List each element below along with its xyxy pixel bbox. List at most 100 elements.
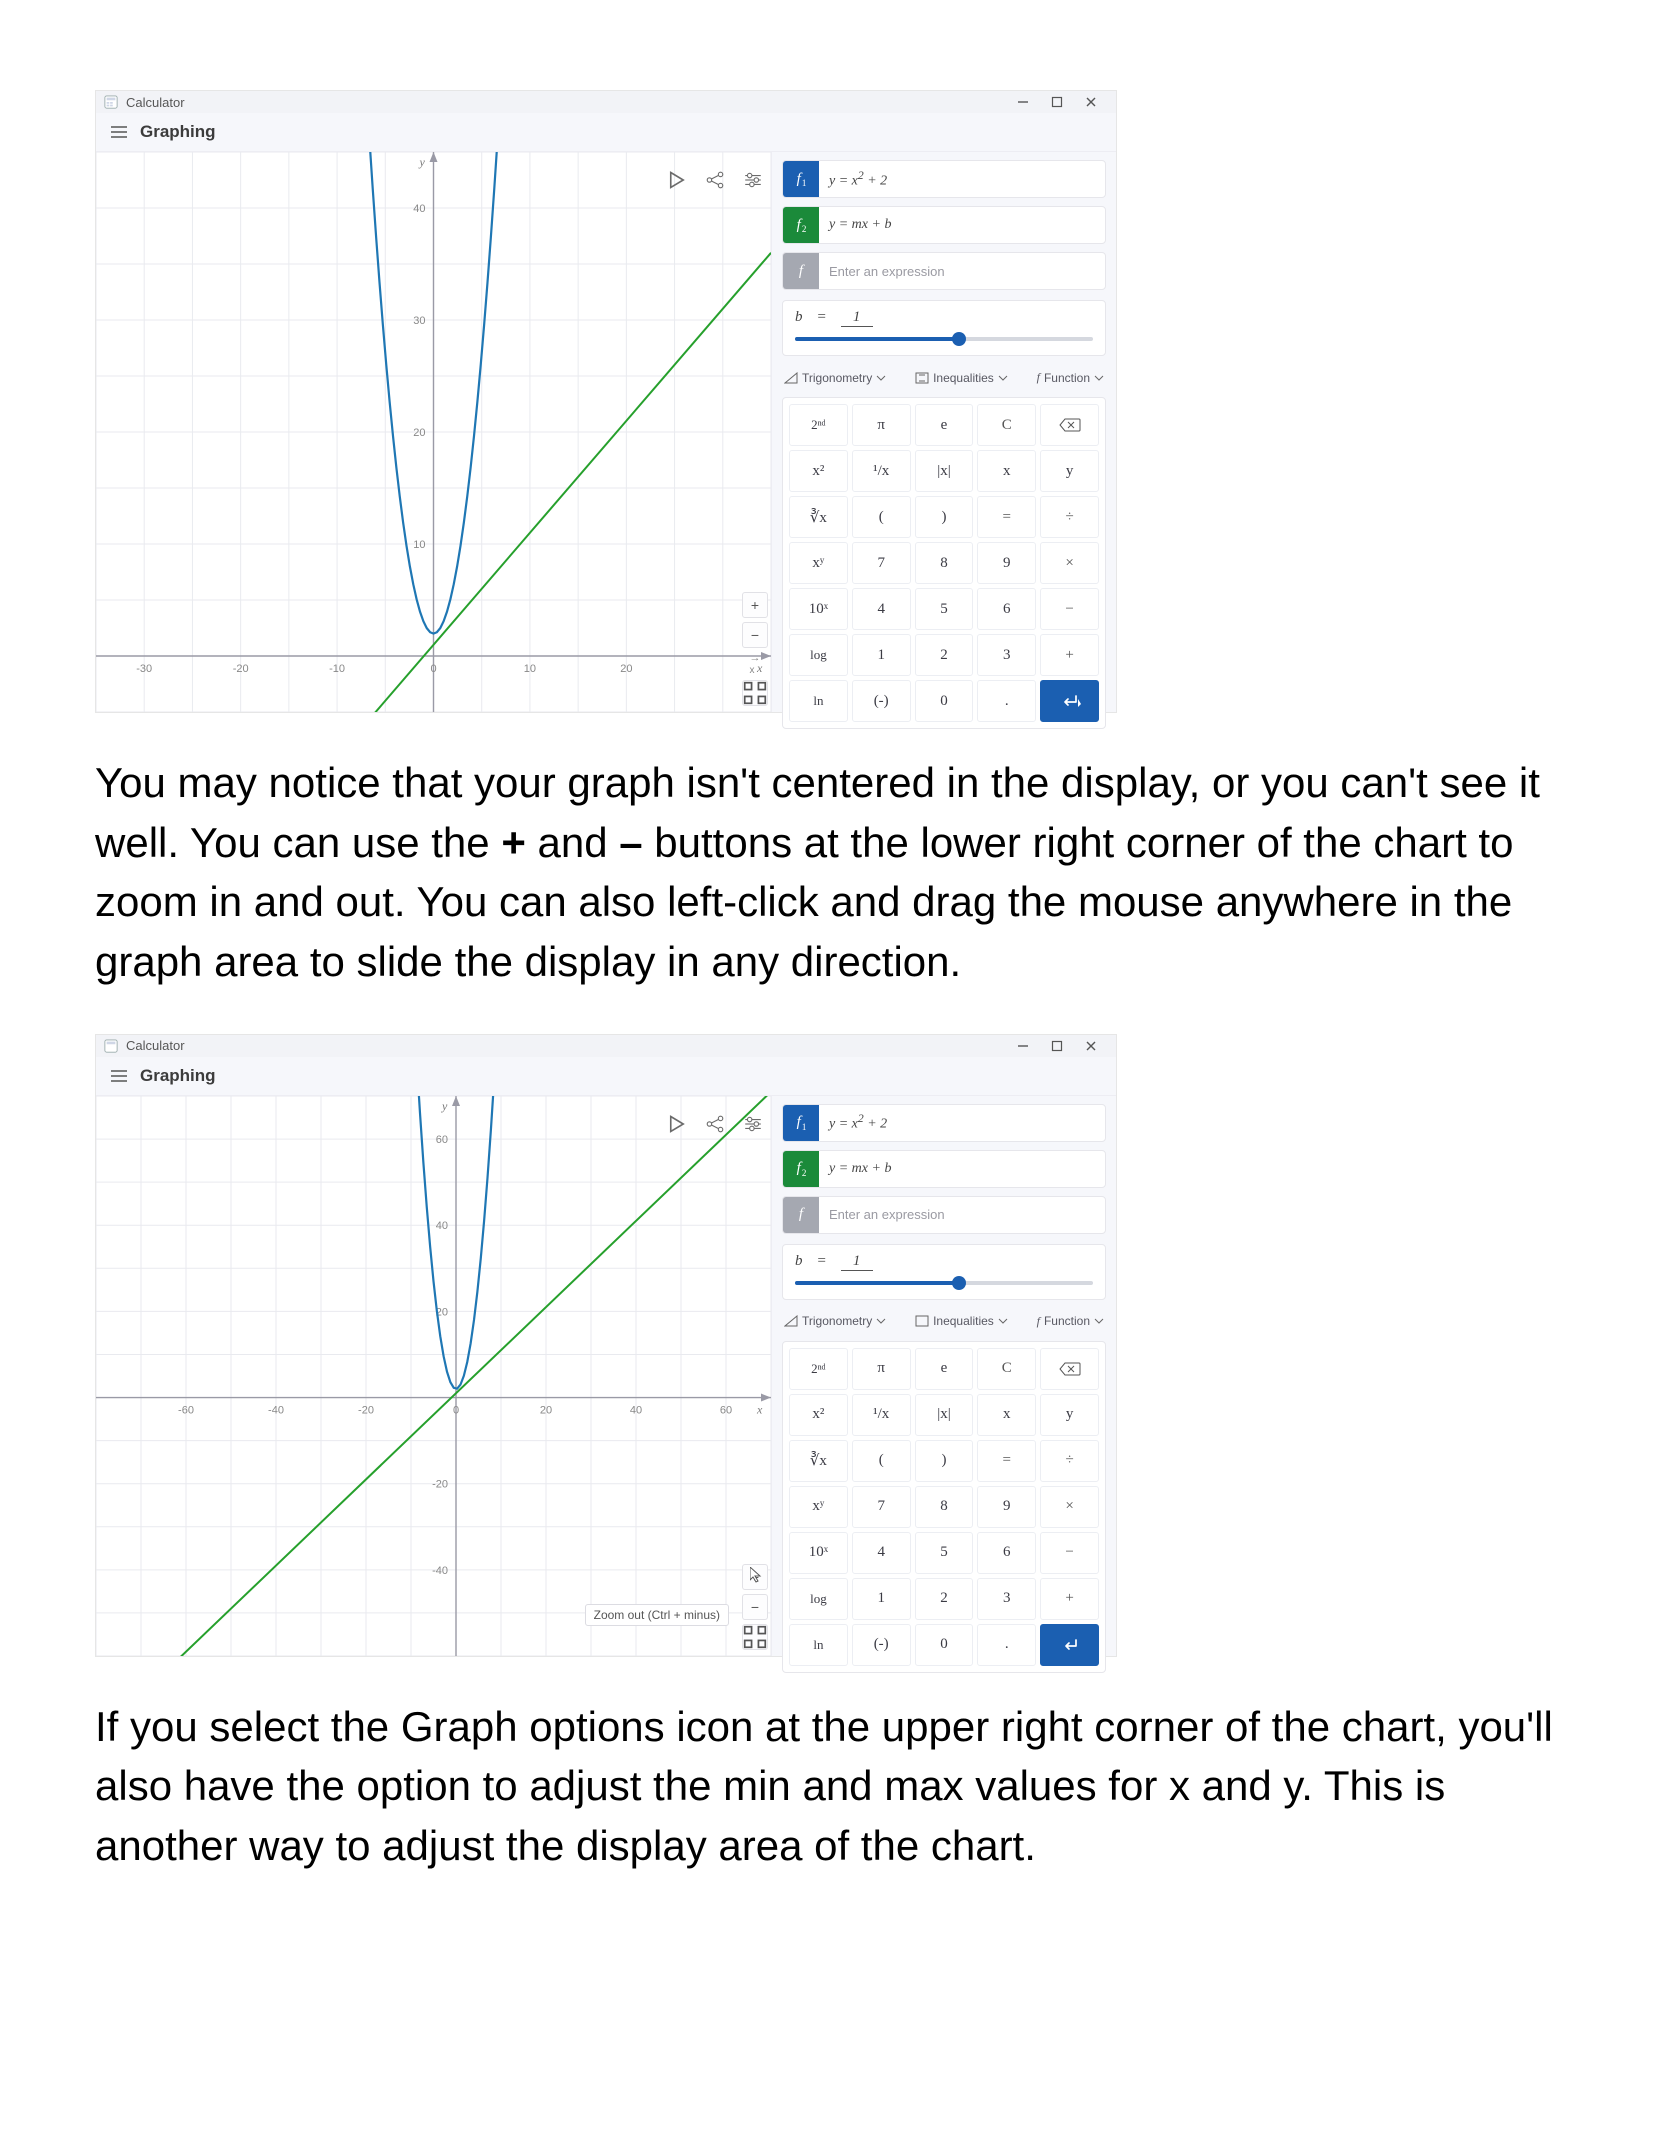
- keypad-−[interactable]: −: [1040, 1532, 1099, 1574]
- keypad-¹/x[interactable]: ¹/x: [852, 450, 911, 492]
- keypad-C[interactable]: C: [977, 1348, 1036, 1390]
- variable-slider[interactable]: [795, 1281, 1093, 1285]
- keypad-5[interactable]: 5: [915, 588, 974, 630]
- keypad-log[interactable]: log: [789, 1578, 848, 1620]
- equation-row-1[interactable]: f1 y = x2 + 2: [782, 1104, 1106, 1142]
- keypad-xʸ[interactable]: xʸ: [789, 542, 848, 584]
- maximize-button[interactable]: [1040, 91, 1074, 113]
- keypad-×[interactable]: ×: [1040, 542, 1099, 584]
- graph-options-icon[interactable]: [743, 1114, 763, 1134]
- keypad-−[interactable]: −: [1040, 588, 1099, 630]
- keypad-4[interactable]: 4: [852, 588, 911, 630]
- graph-area[interactable]: xy-30-20-100102010203040 + − →x: [96, 152, 771, 712]
- keypad-+[interactable]: +: [1040, 634, 1099, 676]
- keypad-9[interactable]: 9: [977, 542, 1036, 584]
- hamburger-icon[interactable]: [104, 1061, 134, 1091]
- keypad-e[interactable]: e: [915, 1348, 974, 1390]
- zoom-in-button[interactable]: +: [742, 592, 768, 618]
- keypad-x[interactable]: x: [977, 450, 1036, 492]
- category-func[interactable]: f Function: [1037, 370, 1104, 385]
- keypad-÷[interactable]: ÷: [1040, 1440, 1099, 1482]
- keypad-x²[interactable]: x²: [789, 450, 848, 492]
- keypad-π[interactable]: π: [852, 1348, 911, 1390]
- keypad-6[interactable]: 6: [977, 1532, 1036, 1574]
- keypad-2[interactable]: 2: [915, 634, 974, 676]
- graph-options-icon[interactable]: [743, 170, 763, 190]
- keypad-8[interactable]: 8: [915, 542, 974, 584]
- equation-row-2[interactable]: f2 y = mx + b: [782, 206, 1106, 244]
- keypad-1[interactable]: 1: [852, 634, 911, 676]
- keypad-log[interactable]: log: [789, 634, 848, 676]
- keypad-∛x[interactable]: ∛x: [789, 1440, 848, 1482]
- zoom-out-button[interactable]: −: [742, 622, 768, 648]
- hamburger-icon[interactable]: [104, 117, 134, 147]
- keypad-ln[interactable]: ln: [789, 680, 848, 722]
- keypad-10ˣ[interactable]: 10ˣ: [789, 1532, 848, 1574]
- keypad-0[interactable]: 0: [915, 1624, 974, 1666]
- keypad-x²[interactable]: x²: [789, 1394, 848, 1436]
- zoom-out-button[interactable]: −: [742, 1594, 768, 1620]
- keypad-÷[interactable]: ÷: [1040, 496, 1099, 538]
- keypad-.[interactable]: .: [977, 1624, 1036, 1666]
- keypad-)[interactable]: ): [915, 496, 974, 538]
- keypad-5[interactable]: 5: [915, 1532, 974, 1574]
- keypad-C[interactable]: C: [977, 404, 1036, 446]
- equation-row-2[interactable]: f2 y = mx + b: [782, 1150, 1106, 1188]
- variable-value[interactable]: 1: [841, 1253, 873, 1271]
- fit-view-button[interactable]: [742, 680, 768, 706]
- keypad-y[interactable]: y: [1040, 1394, 1099, 1436]
- category-trig[interactable]: Trigonometry: [784, 1314, 886, 1329]
- keypad-|x|[interactable]: |x|: [915, 450, 974, 492]
- graph-area[interactable]: xy-60-40-200204060-40-20204060 Zoom out …: [96, 1096, 771, 1656]
- close-button[interactable]: [1074, 91, 1108, 113]
- keypad-⌫[interactable]: [1040, 1348, 1099, 1390]
- keypad-↵[interactable]: [1040, 680, 1099, 722]
- category-ineq[interactable]: Inequalities: [915, 1314, 1008, 1329]
- keypad-|x|[interactable]: |x|: [915, 1394, 974, 1436]
- close-button[interactable]: [1074, 1035, 1108, 1057]
- keypad-=[interactable]: =: [977, 496, 1036, 538]
- keypad-9[interactable]: 9: [977, 1486, 1036, 1528]
- keypad-x[interactable]: x: [977, 1394, 1036, 1436]
- keypad-(-)[interactable]: (-): [852, 1624, 911, 1666]
- keypad-4[interactable]: 4: [852, 1532, 911, 1574]
- keypad-10ˣ[interactable]: 10ˣ: [789, 588, 848, 630]
- keypad-.[interactable]: .: [977, 680, 1036, 722]
- keypad-π[interactable]: π: [852, 404, 911, 446]
- equation-row-empty[interactable]: f Enter an expression: [782, 252, 1106, 290]
- variable-value[interactable]: 1: [841, 309, 873, 327]
- category-trig[interactable]: Trigonometry: [784, 370, 886, 385]
- keypad-ln[interactable]: ln: [789, 1624, 848, 1666]
- keypad-(-)[interactable]: (-): [852, 680, 911, 722]
- maximize-button[interactable]: [1040, 1035, 1074, 1057]
- keypad-e[interactable]: e: [915, 404, 974, 446]
- keypad-3[interactable]: 3: [977, 634, 1036, 676]
- minimize-button[interactable]: [1006, 1035, 1040, 1057]
- equation-row-empty[interactable]: f Enter an expression: [782, 1196, 1106, 1234]
- keypad-∛x[interactable]: ∛x: [789, 496, 848, 538]
- keypad-2[interactable]: 2: [915, 1578, 974, 1620]
- keypad-1[interactable]: 1: [852, 1578, 911, 1620]
- keypad-7[interactable]: 7: [852, 542, 911, 584]
- category-ineq[interactable]: Inequalities: [915, 370, 1008, 385]
- keypad-)[interactable]: ): [915, 1440, 974, 1482]
- keypad-2ⁿᵈ[interactable]: 2ⁿᵈ: [789, 1348, 848, 1390]
- keypad-8[interactable]: 8: [915, 1486, 974, 1528]
- category-func[interactable]: f Function: [1037, 1314, 1104, 1329]
- keypad-⌫[interactable]: [1040, 404, 1099, 446]
- minimize-button[interactable]: [1006, 91, 1040, 113]
- equation-row-1[interactable]: f1 y = x2 + 2: [782, 160, 1106, 198]
- keypad-y[interactable]: y: [1040, 450, 1099, 492]
- variable-slider[interactable]: [795, 337, 1093, 341]
- share-icon[interactable]: [705, 1114, 725, 1134]
- trace-icon[interactable]: [667, 170, 687, 190]
- keypad-=[interactable]: =: [977, 1440, 1036, 1482]
- keypad-¹/x[interactable]: ¹/x: [852, 1394, 911, 1436]
- keypad-3[interactable]: 3: [977, 1578, 1036, 1620]
- share-icon[interactable]: [705, 170, 725, 190]
- keypad-↵[interactable]: [1040, 1624, 1099, 1666]
- keypad-+[interactable]: +: [1040, 1578, 1099, 1620]
- trace-icon[interactable]: [667, 1114, 687, 1134]
- keypad-([interactable]: (: [852, 496, 911, 538]
- keypad-6[interactable]: 6: [977, 588, 1036, 630]
